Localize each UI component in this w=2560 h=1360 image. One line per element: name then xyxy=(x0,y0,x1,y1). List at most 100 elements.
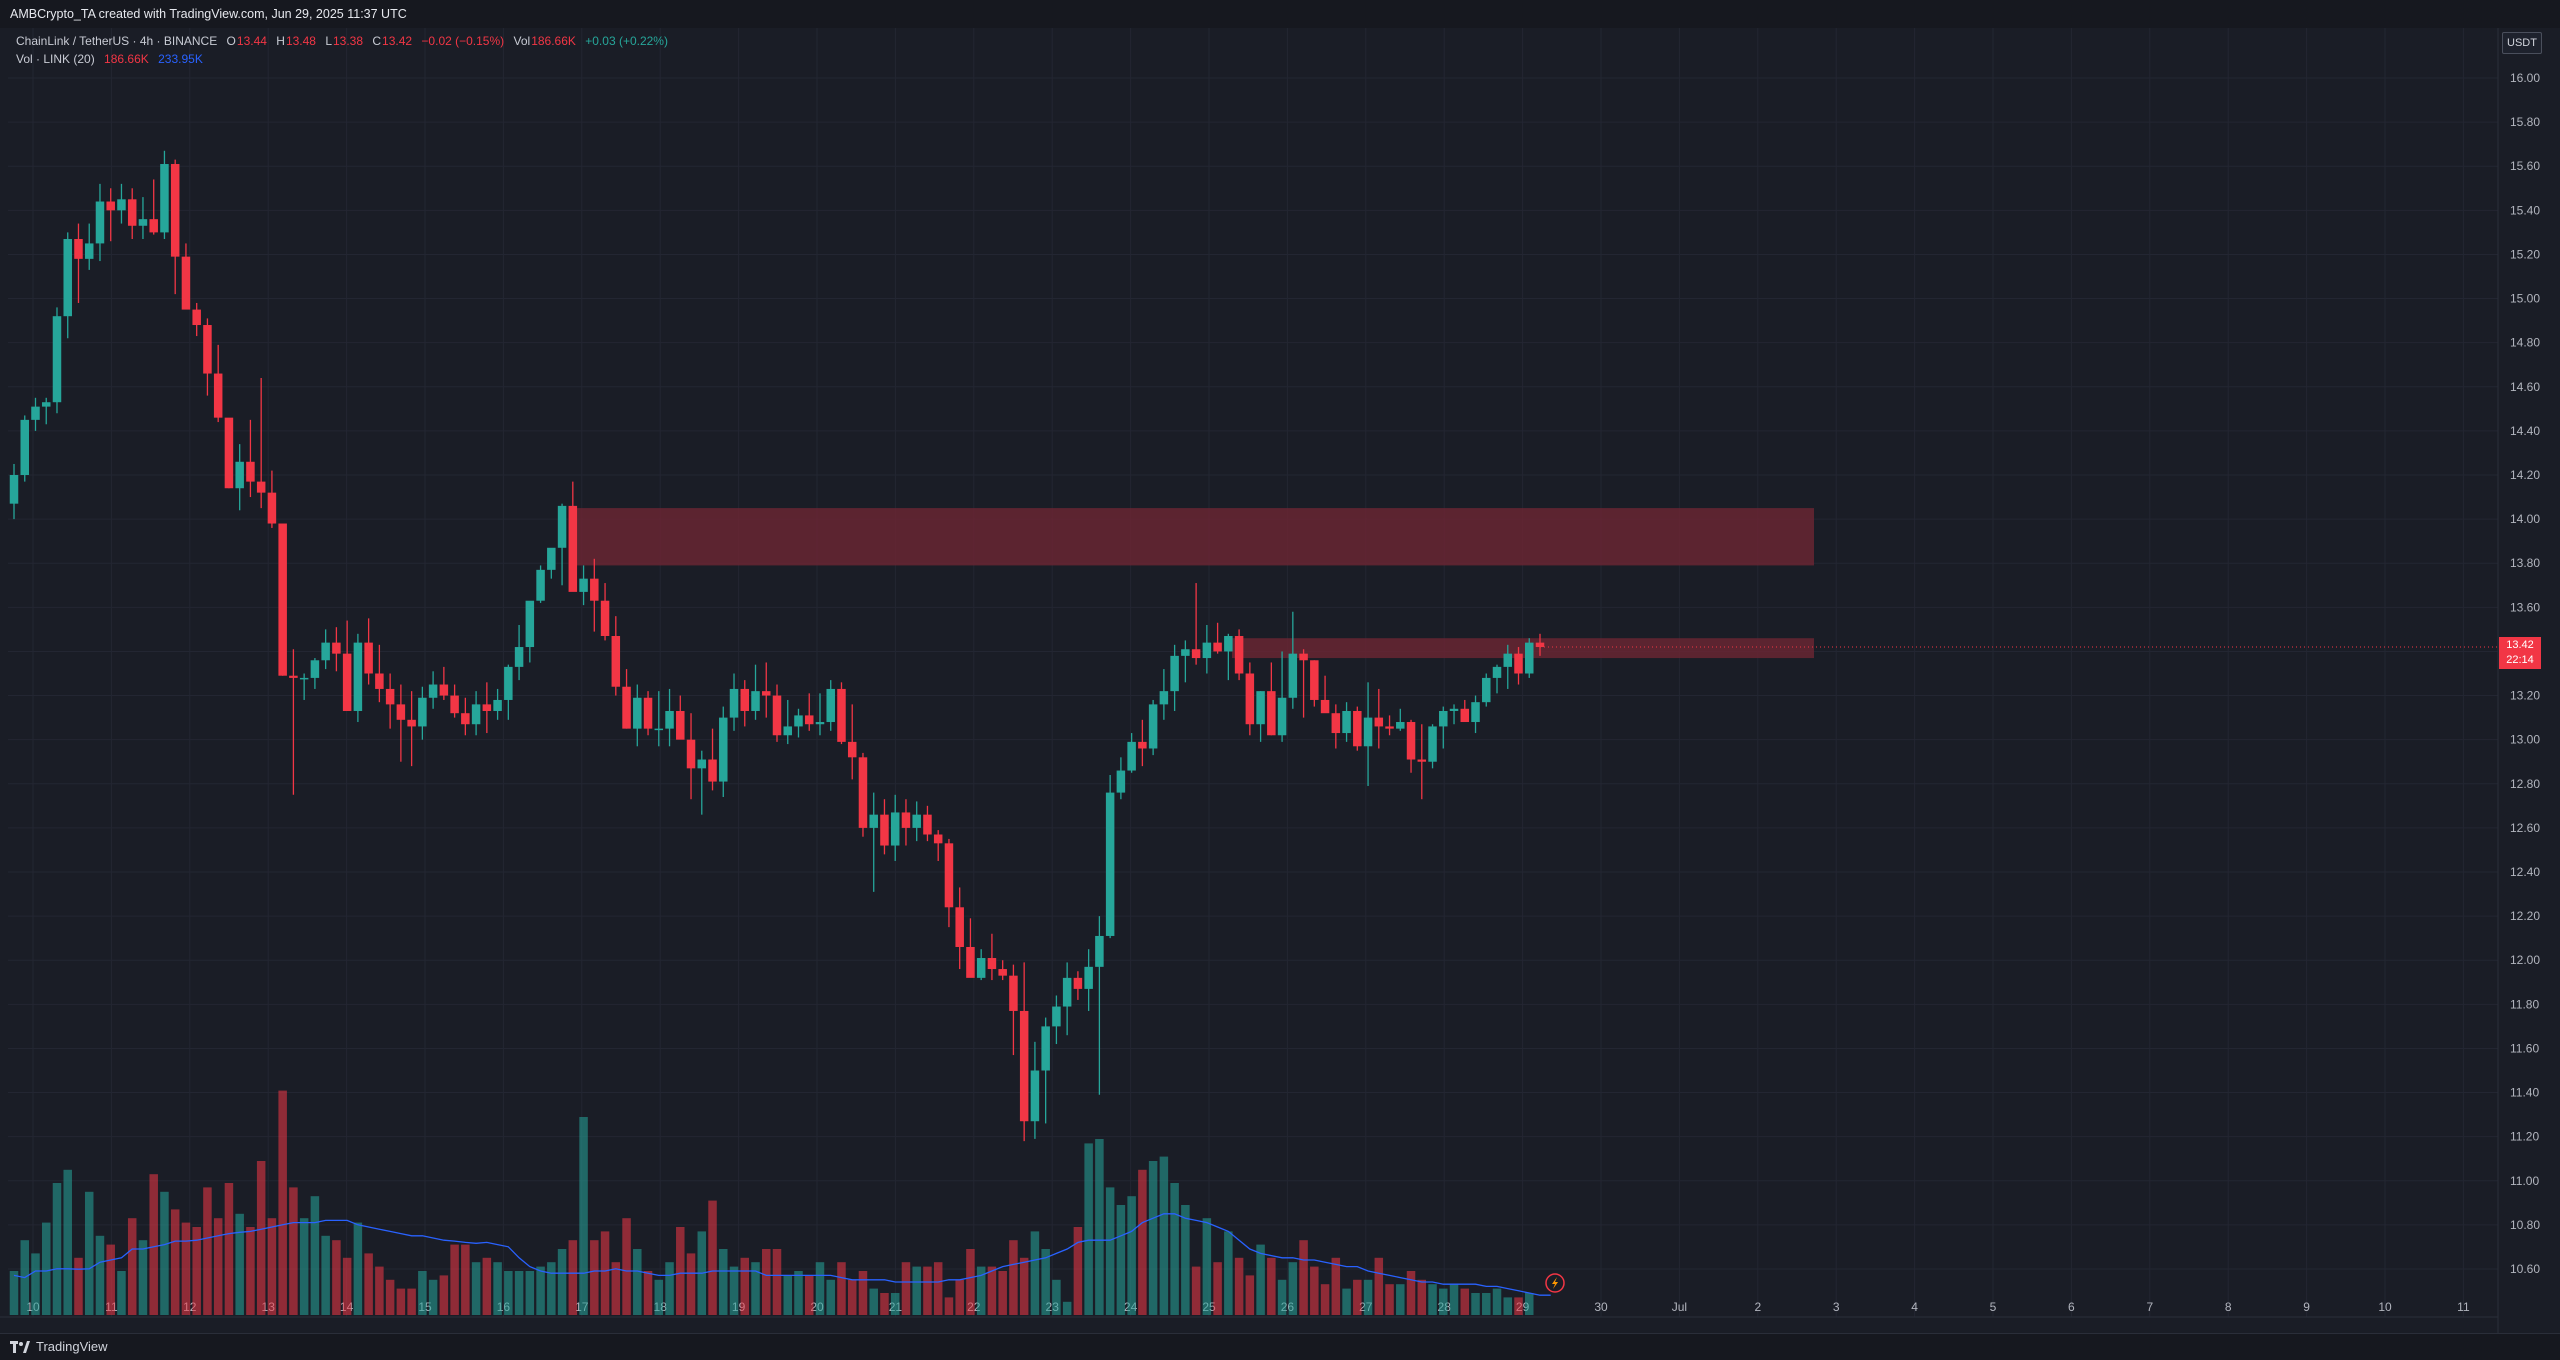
volume-bar xyxy=(815,1262,825,1315)
candle-body xyxy=(1170,655,1179,692)
candle-body xyxy=(1041,1026,1050,1071)
volume-bar xyxy=(41,1222,51,1315)
volume-bar xyxy=(880,1293,889,1315)
time-axis-label: 5 xyxy=(1990,1300,1997,1314)
candle-body xyxy=(170,164,180,257)
chart-area[interactable]: 16.00 15.80 15.60 15.40 15.20 15.00 14.80 14.60… xyxy=(0,28,2560,1333)
lightning-icon xyxy=(1552,1277,1558,1289)
volume-bar xyxy=(504,1271,513,1315)
price-chart[interactable]: 16.00 15.80 15.60 15.40 15.20 15.00 14.80 14.60… xyxy=(0,28,2560,1333)
volume-bar xyxy=(224,1183,234,1315)
volume-bar xyxy=(1159,1156,1169,1315)
candle-body xyxy=(1288,653,1298,698)
candle-body xyxy=(428,684,438,698)
candle-body xyxy=(407,719,416,727)
candle-body xyxy=(1019,1010,1029,1122)
candle-body xyxy=(160,164,169,233)
volume-bar xyxy=(450,1244,459,1315)
candle-body xyxy=(246,461,255,482)
candle-body xyxy=(804,715,814,725)
candle-body xyxy=(772,695,782,736)
price-axis-label: 12.20 xyxy=(2510,909,2540,923)
volume-bar xyxy=(213,1218,223,1315)
price-axis-label: 14.00 xyxy=(2510,512,2540,526)
candle-body xyxy=(933,834,943,844)
price-axis-label: 15.40 xyxy=(2510,203,2540,217)
volume-bar xyxy=(407,1288,416,1315)
currency-badge[interactable]: USDT xyxy=(2502,32,2542,54)
candle-body xyxy=(321,642,330,661)
candle-body xyxy=(1535,642,1545,648)
volume-bar xyxy=(525,1271,535,1315)
price-axis-label: 15.20 xyxy=(2510,247,2540,261)
bottom-bar: TradingView xyxy=(0,1333,2560,1360)
candle-body xyxy=(525,600,535,648)
last-price: 13.42 xyxy=(2506,639,2534,651)
volume-bar xyxy=(998,1271,1007,1315)
candle-body xyxy=(1396,722,1405,729)
candle-body xyxy=(1084,966,1093,989)
resistance-zone[interactable] xyxy=(1232,638,1814,659)
volume-bar xyxy=(353,1222,363,1315)
candle-body xyxy=(858,757,868,828)
price-axis-label: 14.20 xyxy=(2510,468,2540,482)
candle-body xyxy=(912,814,921,828)
volume-bar xyxy=(332,1240,341,1315)
volume-indicator-label[interactable]: Vol · LINK (20) xyxy=(16,52,95,66)
time-axis-label: 6 xyxy=(2068,1300,2075,1314)
candle-body xyxy=(600,600,610,637)
price-axis-label: 15.80 xyxy=(2510,115,2540,129)
candle-body xyxy=(332,642,341,654)
volume-bar xyxy=(794,1271,803,1315)
volume-bar xyxy=(966,1249,975,1315)
candle-body xyxy=(923,814,932,835)
volume-bar xyxy=(869,1288,878,1315)
candle-body xyxy=(299,677,309,680)
candle-body xyxy=(654,728,664,731)
volume-bar xyxy=(342,1257,352,1315)
price-axis-label: 14.60 xyxy=(2510,380,2540,394)
volume-bar xyxy=(1385,1284,1394,1315)
candle-body xyxy=(267,492,277,524)
candle-body xyxy=(1320,699,1330,714)
candle-body xyxy=(1148,704,1158,749)
candle-body xyxy=(342,653,352,711)
price-axis-label: 13.00 xyxy=(2510,733,2540,747)
volume-bar xyxy=(622,1218,631,1315)
volume-bar xyxy=(63,1169,72,1315)
candle-body xyxy=(63,239,72,317)
candle-body xyxy=(1159,691,1169,705)
candle-body xyxy=(106,201,115,211)
volume-bar xyxy=(203,1187,212,1315)
volume-bar xyxy=(1353,1279,1362,1315)
candle-body xyxy=(1353,710,1362,747)
volume-bar xyxy=(1342,1288,1351,1315)
tradingview-logo[interactable]: TradingView xyxy=(10,1339,108,1354)
volume-ma-line xyxy=(13,1213,1551,1296)
candle-body xyxy=(1525,642,1534,674)
open-label: O xyxy=(226,34,236,48)
candle-body xyxy=(1202,642,1212,659)
volume-bar xyxy=(1406,1271,1416,1315)
candle-body xyxy=(364,642,373,674)
candle-body xyxy=(890,812,900,846)
volume-bar xyxy=(858,1271,868,1315)
volume-bar xyxy=(471,1262,481,1315)
volume-bar xyxy=(321,1235,330,1315)
volume-bar xyxy=(568,1240,578,1315)
symbol-label[interactable]: ChainLink / TetherUS · 4h · BINANCE xyxy=(16,34,218,48)
candle-body xyxy=(450,695,459,714)
volume-bar xyxy=(1492,1288,1502,1315)
volume-bar xyxy=(117,1271,126,1315)
resistance-zone[interactable] xyxy=(572,508,1814,566)
candle-body xyxy=(418,697,427,727)
low-value: 13.38 xyxy=(333,34,364,48)
candle-body xyxy=(665,710,674,729)
candle-body xyxy=(579,578,588,592)
candle-body xyxy=(590,578,599,601)
candle-body xyxy=(1482,677,1491,703)
candle-body xyxy=(1127,741,1136,771)
candle-body xyxy=(181,256,191,310)
candle-body xyxy=(719,717,728,782)
volume-current: 186.66K xyxy=(104,52,149,66)
